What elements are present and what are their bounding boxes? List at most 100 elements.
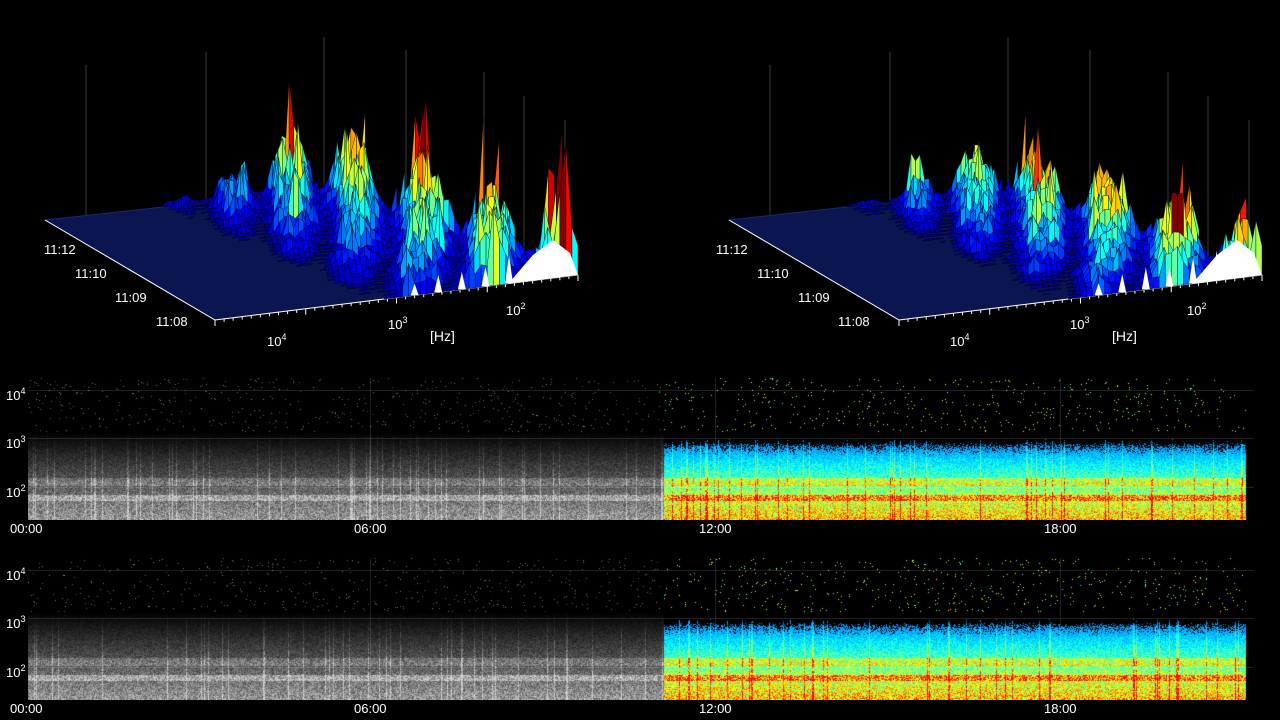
surface-facet xyxy=(188,216,194,219)
surface-facet xyxy=(966,254,973,258)
surface-facet xyxy=(847,203,853,208)
surface-facet xyxy=(163,199,169,208)
surface-facet xyxy=(1036,284,1043,289)
surface-facet xyxy=(256,229,262,233)
surface-facet xyxy=(1036,281,1043,286)
surface-facet xyxy=(192,204,198,208)
surface-facet xyxy=(957,241,964,248)
time-label: 11:08 xyxy=(838,314,870,329)
grid-line xyxy=(1060,558,1061,700)
surface-facet xyxy=(385,254,392,260)
grid-line xyxy=(370,378,371,520)
surface-facet xyxy=(198,208,205,211)
surface-facet xyxy=(365,292,372,295)
grid-line xyxy=(28,618,1254,619)
surface-facet xyxy=(923,221,930,231)
surface-facet xyxy=(174,201,180,210)
y-tick-label: 104 xyxy=(6,566,26,583)
surface-facet xyxy=(950,203,956,214)
surface-facet xyxy=(941,202,947,208)
low-freq-peak xyxy=(410,283,419,296)
surface-facet xyxy=(893,216,899,220)
surface-facet xyxy=(375,279,382,283)
surface-facet xyxy=(1171,245,1178,287)
x-tick-label: 06:00 xyxy=(354,701,387,716)
surface-facet xyxy=(938,237,944,240)
surface-facet xyxy=(191,211,197,215)
surface-facet xyxy=(339,274,347,284)
surface-facet xyxy=(931,233,938,237)
unit-label: [Hz] xyxy=(1112,328,1137,344)
surface-facet xyxy=(1067,267,1075,271)
freq-label: 104 xyxy=(267,332,287,349)
surface-facet xyxy=(1054,287,1062,291)
surface-facet xyxy=(1136,256,1143,263)
surface-facet xyxy=(1043,292,1050,296)
surface-facet xyxy=(380,254,387,261)
grid-line xyxy=(28,570,1254,571)
time-label: 11:09 xyxy=(798,290,830,305)
surface-facet xyxy=(936,201,942,208)
freq-label: 103 xyxy=(388,315,408,332)
surface-facet xyxy=(999,238,1006,243)
surface-facet xyxy=(387,258,394,263)
time-label: 11:10 xyxy=(757,266,789,281)
surface-facet xyxy=(300,256,307,263)
surface-facet xyxy=(941,222,948,225)
waterfall-3d-right: 11:12 11:10 11:09 11:08 104 103 102 [Hz] xyxy=(684,0,1280,360)
surface-facet xyxy=(881,204,887,208)
surface-facet xyxy=(447,275,455,281)
x-tick-label: 00:00 xyxy=(10,521,43,536)
surface-facet xyxy=(874,199,880,205)
freq-label: 103 xyxy=(1070,315,1090,332)
surface-facet xyxy=(242,233,249,238)
surface-facet xyxy=(989,254,995,259)
surface-facet xyxy=(241,225,247,234)
x-tick-label: 18:00 xyxy=(1044,701,1077,716)
surface-facet xyxy=(379,271,386,275)
time-label: 11:10 xyxy=(75,266,107,281)
surface-facet xyxy=(186,210,192,216)
x-tick-label: 06:00 xyxy=(354,521,387,536)
surface-facet xyxy=(925,230,931,234)
waterfall-3d-left: 11:12 11:10 11:09 11:08 104 103 102 [Hz] xyxy=(0,0,640,360)
low-freq-peak xyxy=(1189,257,1198,284)
waterfall-surface-left xyxy=(43,37,579,326)
surface-facet xyxy=(915,230,921,235)
surface-facet xyxy=(928,238,934,241)
surface-facet xyxy=(940,210,947,215)
time-label: 11:12 xyxy=(716,242,748,257)
surface-facet xyxy=(325,248,332,253)
surface-facet xyxy=(876,204,882,208)
surface-facet xyxy=(942,190,948,197)
surface-facet xyxy=(939,240,946,243)
surface-facet xyxy=(1066,263,1073,268)
surface-facet xyxy=(984,258,991,263)
surface-facet xyxy=(921,234,928,238)
grid-line xyxy=(1060,378,1061,520)
low-freq-peak xyxy=(1165,268,1174,287)
waterfall-surface-right xyxy=(727,37,1263,326)
y-tick-label: 103 xyxy=(6,614,26,631)
surface-facet xyxy=(918,222,925,232)
grid-line xyxy=(28,438,1254,439)
x-tick-label: 18:00 xyxy=(1044,521,1077,536)
surface-facet xyxy=(1004,227,1011,232)
surface-facet xyxy=(370,283,377,287)
surface-facet xyxy=(990,258,997,262)
surface-facet xyxy=(369,279,376,283)
surface-facet xyxy=(993,250,1000,255)
surface-facet xyxy=(1011,253,1018,260)
surface-facet xyxy=(190,198,196,205)
y-tick-label: 104 xyxy=(6,386,26,403)
surface-facet xyxy=(1062,267,1069,272)
surface-facet xyxy=(1076,257,1083,263)
surface-facet xyxy=(194,207,200,211)
surface-facet xyxy=(194,199,200,204)
surface-facet xyxy=(1128,288,1136,292)
surface-facet xyxy=(937,222,943,226)
surface-facet xyxy=(897,215,904,220)
surface-facet xyxy=(888,198,894,203)
grid-line xyxy=(28,487,1254,488)
spectrogram-top: 104 103 102 00:00 06:00 12:00 18:00 xyxy=(0,370,1280,540)
